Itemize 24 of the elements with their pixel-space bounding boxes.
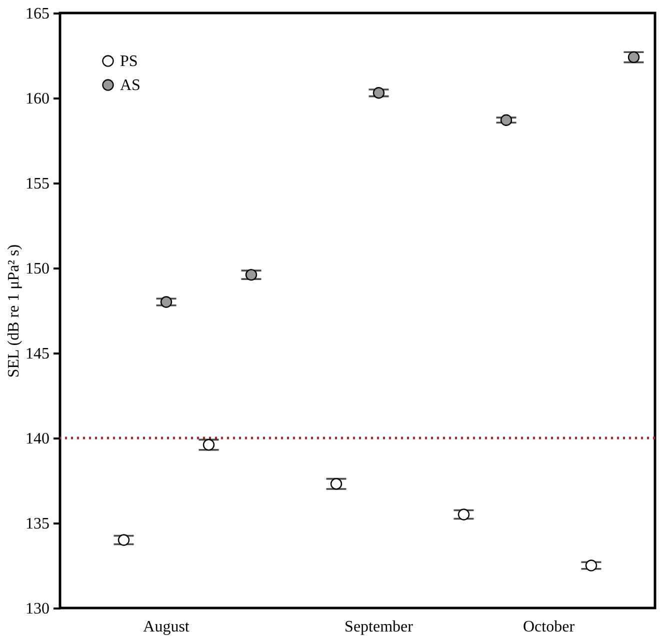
y-tick-label: 130 <box>26 600 50 618</box>
point <box>372 87 385 99</box>
y-axis-title: SEL (dB re 1 μPa² s) <box>6 244 22 378</box>
x-tick-label: September <box>344 618 414 636</box>
y-tick-label: 145 <box>26 346 50 362</box>
legend-label: AS <box>120 77 140 94</box>
point <box>628 51 640 64</box>
point <box>585 560 598 572</box>
point <box>118 534 130 546</box>
point <box>245 268 258 281</box>
y-tick-label: 140 <box>26 430 50 448</box>
y-tick-label: 150 <box>26 260 50 278</box>
point <box>458 508 470 520</box>
point <box>500 114 512 126</box>
y-tick-label: 135 <box>26 516 50 532</box>
x-tick-label: August <box>143 618 190 636</box>
y-tick-label: 155 <box>26 176 50 192</box>
y-tick-label: 165 <box>26 6 50 22</box>
legend-label: PS <box>120 53 138 70</box>
x-tick-label: October <box>522 618 576 636</box>
point <box>202 438 215 451</box>
y-tick-label: 160 <box>26 90 50 108</box>
point <box>160 296 172 308</box>
point <box>330 478 342 490</box>
